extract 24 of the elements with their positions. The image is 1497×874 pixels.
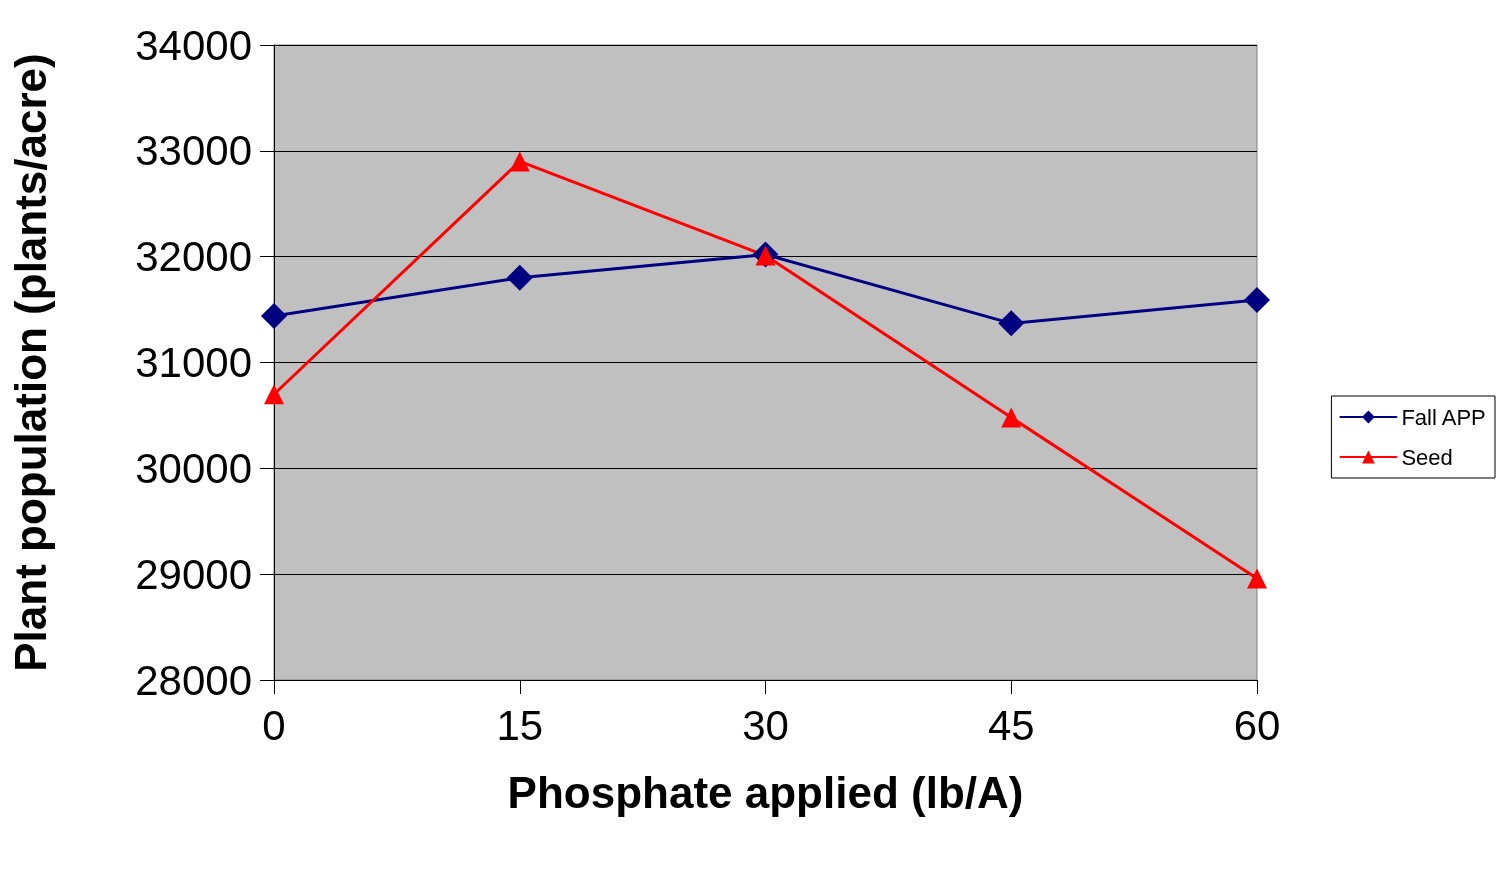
point	[1247, 568, 1267, 589]
point	[998, 310, 1025, 337]
legend-label: Seed	[1401, 444, 1453, 470]
x-tick-label: 45	[987, 701, 1035, 749]
x-tick-label: 15	[496, 701, 544, 749]
x-tick-label: 0	[262, 701, 286, 749]
legend-label: Fall APP	[1401, 404, 1486, 430]
y-tick-label: 31000	[135, 339, 252, 386]
y-axis-title: Plant population (plants/acre)	[5, 53, 55, 672]
x-axis-title: Phosphate applied (lb/A)	[507, 767, 1024, 817]
point	[1001, 407, 1022, 428]
y-tick-label: 28000	[135, 656, 252, 704]
point	[506, 264, 533, 291]
y-tick-label: 33000	[135, 127, 252, 175]
y-tick-label: 32000	[135, 233, 252, 281]
point	[264, 384, 284, 405]
y-tick-label: 29000	[135, 550, 252, 598]
y-tick-label: 30000	[135, 444, 252, 492]
point	[509, 151, 530, 172]
point	[261, 302, 287, 329]
point	[1244, 287, 1270, 314]
y-tick-label: 34000	[135, 21, 252, 69]
x-tick-label: 60	[1233, 701, 1281, 749]
x-tick-label: 30	[742, 701, 789, 749]
